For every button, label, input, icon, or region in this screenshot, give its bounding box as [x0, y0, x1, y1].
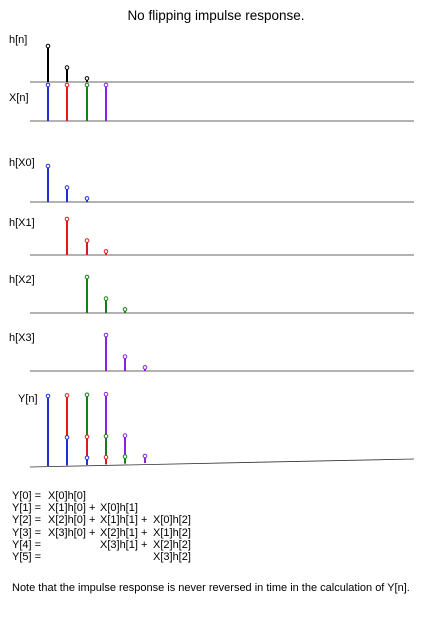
- panel-label-hx1: h[X1]: [9, 217, 35, 229]
- stem-plots: [29, 43, 415, 468]
- stem-marker: [64, 65, 70, 70]
- equation-term: X[2]h[1] +: [100, 526, 151, 539]
- stem-marker: [84, 196, 90, 201]
- stem-marker: [45, 82, 51, 88]
- stem-marker: [84, 455, 90, 461]
- stem-marker: [103, 332, 109, 338]
- stem-marker: [122, 433, 128, 438]
- stem-marker: [103, 296, 109, 301]
- stem-marker: [64, 435, 70, 440]
- equation-term: X[2]h[0] +: [48, 514, 99, 527]
- panel-label-y: Y[n]: [18, 393, 38, 405]
- equation-term: X[3]h[0] +: [48, 526, 99, 539]
- stem-marker: [45, 393, 51, 399]
- equation-row: Y[4] = X[3]h[1] + X[2]h[2]: [12, 539, 191, 551]
- equation-term: X[3]h[2]: [153, 550, 191, 563]
- equation-lhs: Y[0] =: [12, 490, 42, 502]
- stem-marker: [45, 163, 51, 169]
- equation-lhs: Y[4] =: [12, 538, 42, 551]
- panel-label-h: h[n]: [9, 34, 28, 46]
- stem-marker: [84, 76, 90, 81]
- equation-lhs: Y[1] =: [12, 502, 42, 515]
- note-text: Note that the impulse response is never …: [12, 582, 410, 594]
- stem-marker: [84, 274, 90, 280]
- page-title: No flipping impulse response.: [127, 8, 305, 23]
- stem-marker: [64, 216, 70, 222]
- equation-row: Y[2] = X[2]h[0] + X[1]h[1] + X[0]h[2]: [12, 514, 191, 526]
- stem-marker: [84, 392, 90, 398]
- stem-marker: [122, 354, 128, 359]
- stem-marker: [64, 82, 70, 88]
- panel-label-hx3: h[X3]: [9, 332, 35, 344]
- panel-label-hx2: h[X2]: [9, 274, 35, 286]
- panel-label-hx0: h[X0]: [9, 157, 35, 169]
- equation-term: X[1]h[1] +: [100, 514, 151, 527]
- stem-marker: [64, 185, 70, 190]
- stem-marker: [84, 82, 90, 88]
- axis-line: [29, 458, 415, 468]
- equation-row: Y[3] = X[3]h[0] + X[2]h[1] + X[1]h[2]: [12, 527, 191, 539]
- equation-term: X[1]h[0] +: [48, 502, 99, 515]
- stem-marker: [142, 453, 148, 459]
- stem-marker: [84, 238, 90, 243]
- equation-term: X[3]h[1] +: [100, 538, 151, 551]
- equation-lhs: Y[5] =: [12, 550, 42, 563]
- stem-marker: [64, 393, 70, 398]
- equation-term: X[0]h[0]: [48, 490, 86, 502]
- stem-marker: [103, 433, 109, 439]
- stem-marker: [142, 365, 148, 370]
- equation-term: X[0]h[2]: [153, 514, 191, 527]
- stem-marker: [84, 434, 90, 440]
- equation-row: Y[1] = X[1]h[0] + X[0]h[1]: [12, 502, 138, 514]
- stem-marker: [122, 307, 128, 312]
- stem-marker: [103, 391, 109, 397]
- stem-marker: [122, 454, 128, 459]
- equation-lhs: Y[2] =: [12, 514, 42, 527]
- panel-label-x: X[n]: [9, 92, 29, 104]
- equation-term: X[1]h[2]: [153, 526, 191, 539]
- equations: Y[0] = X[0]h[0] Y[1] = X[1]h[0] + X[0]h[…: [12, 490, 191, 563]
- equation-row: Y[0] = X[0]h[0]: [12, 490, 86, 502]
- equation-term: X[2]h[2]: [153, 538, 191, 551]
- equation-row: Y[5] = X[3]h[2]: [12, 551, 191, 563]
- stem-marker: [45, 43, 51, 49]
- equation-term: X[0]h[1]: [100, 502, 138, 515]
- stem-marker: [103, 249, 109, 254]
- stem-marker: [103, 82, 109, 88]
- stem-marker: [103, 454, 109, 460]
- equation-lhs: Y[3] =: [12, 526, 42, 539]
